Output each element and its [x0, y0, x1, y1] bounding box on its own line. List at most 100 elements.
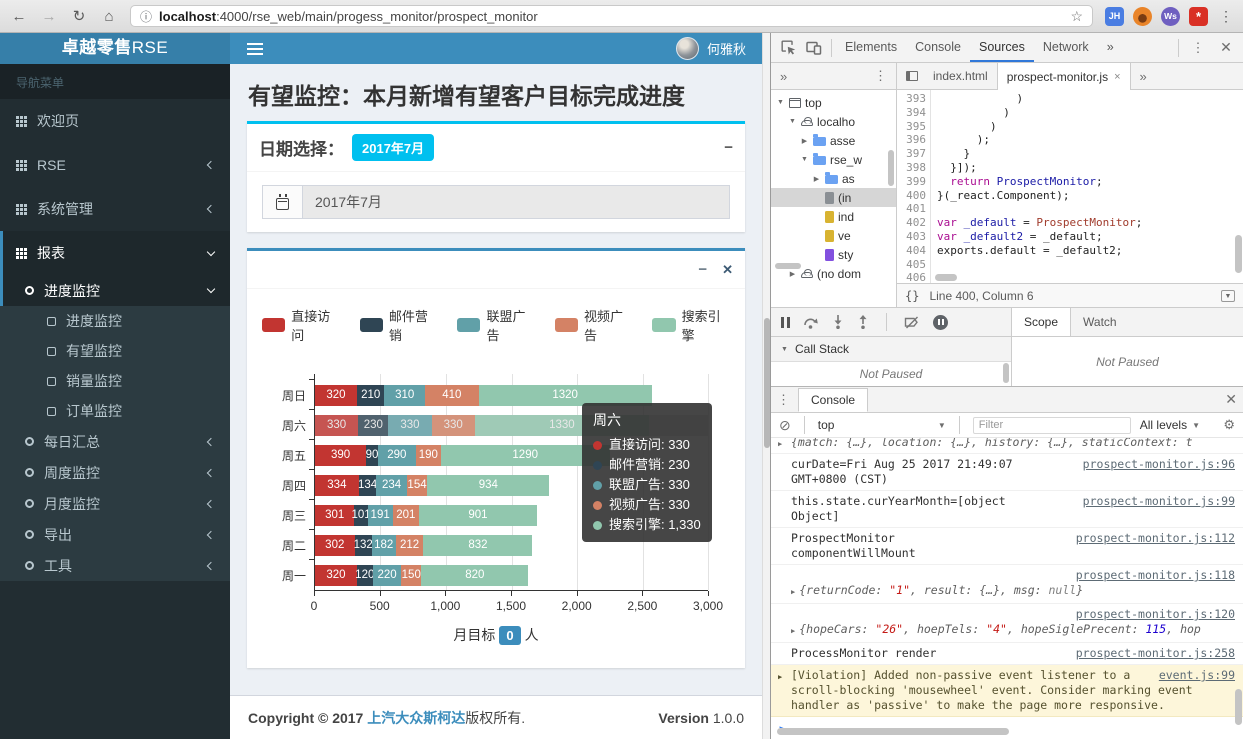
source-link[interactable]: event.js:99 — [1158, 668, 1235, 682]
bar-segment[interactable]: 154 — [406, 474, 428, 496]
show-navigator-icon[interactable] — [900, 63, 924, 89]
legend-item[interactable]: 邮件营销 — [359, 306, 438, 344]
log-levels-selector[interactable]: All levels ▼ — [1140, 418, 1200, 432]
legend-item[interactable]: 搜索引擎 — [652, 306, 730, 344]
sidebar-item[interactable]: 订单监控 — [0, 396, 230, 426]
sidebar-item[interactable]: 欢迎页 — [0, 99, 230, 143]
bar-segment[interactable]: 150 — [401, 564, 422, 586]
line-number[interactable]: 404 — [906, 243, 926, 257]
bar-segment[interactable]: 210 — [356, 384, 385, 406]
line-number[interactable]: 405 — [906, 257, 926, 271]
bar-segment[interactable]: 301 — [315, 504, 355, 526]
month-picker[interactable]: 2017年7月 — [262, 185, 730, 219]
extension-flame-icon[interactable] — [1133, 6, 1152, 26]
source-link[interactable]: prospect-monitor.js:96 — [1082, 457, 1235, 471]
bar-segment[interactable]: 220 — [372, 564, 402, 586]
bar-segment[interactable]: 334 — [315, 474, 359, 496]
tab-elements[interactable]: Elements — [845, 39, 898, 54]
tree-hscrollbar-thumb[interactable] — [775, 263, 801, 269]
expand-arrow-icon[interactable]: ▶ — [778, 673, 783, 681]
device-toolbar-icon[interactable] — [801, 35, 827, 61]
bar-segment[interactable]: 390 — [315, 444, 367, 466]
devtools-close-icon[interactable]: ✕ — [1220, 39, 1232, 55]
bar-segment[interactable]: 320 — [315, 564, 357, 586]
clear-console-icon[interactable]: ⊘ — [779, 416, 791, 433]
tab-network[interactable]: Network — [1042, 39, 1089, 54]
pretty-print-icon[interactable]: {} — [905, 288, 920, 303]
bar-segment[interactable]: 234 — [376, 474, 407, 496]
step-into-icon[interactable] — [832, 315, 844, 329]
more-editor-tabs-icon[interactable]: » — [1139, 68, 1147, 84]
month-input[interactable]: 2017年7月 — [303, 186, 729, 218]
bar-segment[interactable]: 90 — [366, 444, 378, 466]
line-number[interactable]: 395 — [906, 119, 926, 133]
bar-segment[interactable]: 330 — [431, 414, 475, 436]
pause-on-exceptions-icon[interactable] — [933, 314, 948, 330]
tree-scrollbar-thumb[interactable] — [888, 150, 894, 186]
file-tree-item[interactable]: ▶ asse — [771, 131, 896, 150]
inspect-element-icon[interactable] — [775, 35, 801, 61]
tab-console[interactable]: Console — [798, 388, 869, 412]
console-filter-input[interactable]: Filter — [972, 416, 1131, 434]
sidebar-item[interactable]: 月度监控 — [0, 488, 230, 519]
reload-icon[interactable]: ↻ — [72, 8, 86, 25]
bar-segment[interactable]: 190 — [415, 444, 441, 466]
navigator-more-icon[interactable]: » — [780, 68, 788, 84]
expand-arrow-icon[interactable]: ▶ — [778, 440, 783, 448]
line-number[interactable]: 402 — [906, 216, 926, 230]
app-logo[interactable]: 卓越零售RSE — [0, 33, 230, 64]
sidebar-item[interactable]: 周度监控 — [0, 457, 230, 488]
bar-segment[interactable]: 230 — [358, 414, 389, 436]
step-over-icon[interactable] — [803, 316, 819, 329]
legend-item[interactable]: 联盟广告 — [457, 306, 535, 344]
bar-segment[interactable]: 330 — [388, 414, 432, 436]
deactivate-breakpoints-icon[interactable] — [904, 316, 920, 329]
bar-segment[interactable]: 182 — [371, 534, 396, 556]
sidebar-item[interactable]: 工具 — [0, 550, 230, 581]
bar-segment[interactable]: 820 — [421, 564, 529, 586]
home-icon[interactable]: ⌂ — [104, 7, 114, 25]
sidebar-item[interactable]: 进度监控 — [0, 306, 230, 336]
bar-segment[interactable]: 101 — [351, 504, 371, 526]
close-tab-icon[interactable]: × — [1114, 70, 1121, 83]
sidebar-item[interactable]: 系统管理 — [0, 187, 230, 231]
forward-icon[interactable]: → — [41, 7, 57, 25]
pause-script-icon[interactable] — [781, 316, 790, 328]
source-link[interactable]: prospect-monitor.js:118 — [1075, 568, 1235, 582]
line-number[interactable]: 397 — [906, 147, 926, 161]
bar-segment[interactable]: 191 — [367, 504, 393, 526]
tab-watch[interactable]: Watch — [1083, 315, 1117, 329]
bar-segment[interactable]: 201 — [392, 504, 419, 526]
call-stack-header[interactable]: ▼ Call Stack — [771, 337, 1011, 362]
bar-segment[interactable]: 310 — [384, 384, 426, 406]
browser-menu-icon[interactable]: ⋮ — [1219, 7, 1233, 24]
line-number[interactable]: 399 — [906, 174, 926, 188]
step-out-icon[interactable] — [857, 315, 869, 329]
bar-segment[interactable]: 320 — [315, 384, 357, 406]
page-scrollbar-thumb[interactable] — [764, 318, 770, 448]
bar-segment[interactable]: 934 — [427, 474, 550, 496]
extension-ws-icon[interactable]: Ws — [1161, 6, 1180, 26]
bar-segment[interactable]: 1330 — [474, 414, 649, 436]
more-tabs-icon[interactable]: » — [1106, 39, 1114, 54]
line-number[interactable]: 406 — [906, 271, 926, 283]
company-link[interactable]: 上汽大众斯柯达 — [367, 709, 466, 726]
tab-scope[interactable]: Scope — [1012, 308, 1072, 336]
sidebar-item[interactable]: 销量监控 — [0, 366, 230, 396]
line-number[interactable]: 394 — [906, 105, 926, 119]
line-number[interactable]: 393 — [906, 92, 926, 105]
console-scrollbar-thumb[interactable] — [1235, 689, 1242, 725]
bar-segment[interactable]: 832 — [423, 534, 533, 556]
bar-segment[interactable]: 901 — [418, 504, 537, 526]
extension-jh-icon[interactable]: JH — [1105, 6, 1124, 26]
sidebar-toggle-icon[interactable] — [247, 43, 263, 58]
page-scrollbar[interactable] — [762, 33, 770, 739]
sidebar-item[interactable]: 导出 — [0, 519, 230, 550]
file-tree-item[interactable]: (in — [771, 188, 896, 207]
sidebar-item[interactable]: 进度监控 — [0, 275, 230, 306]
back-icon[interactable]: ← — [11, 7, 27, 25]
bar-segment[interactable]: 1290 — [440, 444, 610, 466]
sidebar-item[interactable]: 报表 — [0, 231, 230, 275]
page-info-icon[interactable]: ⓘ — [140, 9, 153, 24]
line-number[interactable]: 396 — [906, 133, 926, 147]
